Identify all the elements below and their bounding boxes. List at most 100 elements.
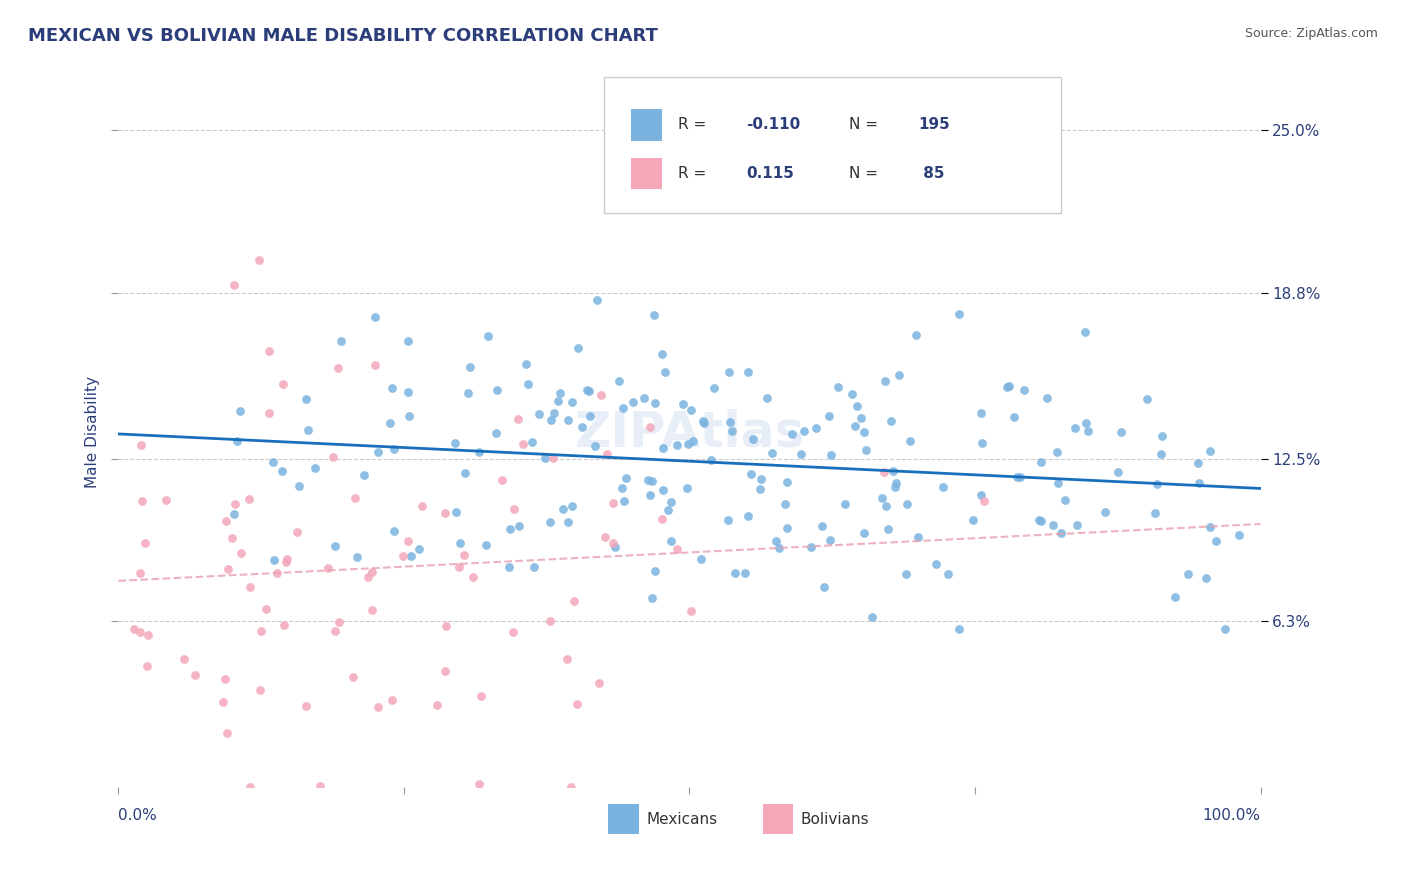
Point bbox=[485, 383, 508, 397]
Point bbox=[818, 533, 841, 547]
Point bbox=[638, 488, 661, 502]
Point bbox=[122, 623, 145, 637]
Point bbox=[1146, 477, 1168, 491]
Point bbox=[221, 531, 243, 545]
Text: Bolivians: Bolivians bbox=[800, 812, 869, 827]
Point bbox=[567, 341, 589, 355]
Point bbox=[367, 700, 389, 714]
Point bbox=[557, 413, 579, 427]
Point bbox=[468, 444, 491, 458]
Point bbox=[499, 522, 522, 536]
Point bbox=[657, 502, 679, 516]
Text: 100.0%: 100.0% bbox=[1202, 808, 1261, 823]
Point bbox=[266, 566, 288, 581]
Point bbox=[841, 386, 863, 401]
Point bbox=[896, 566, 918, 581]
Point bbox=[853, 425, 876, 439]
Point bbox=[776, 475, 799, 489]
Point bbox=[613, 494, 636, 508]
Point bbox=[883, 480, 905, 494]
Point bbox=[229, 546, 252, 560]
Point bbox=[644, 564, 666, 578]
Point bbox=[396, 385, 419, 400]
Point bbox=[562, 594, 585, 608]
Point bbox=[827, 379, 849, 393]
Point bbox=[128, 566, 150, 580]
Point bbox=[381, 381, 404, 395]
Point bbox=[666, 438, 689, 452]
Point bbox=[527, 408, 550, 422]
Point bbox=[249, 682, 271, 697]
Point bbox=[596, 447, 619, 461]
Point bbox=[789, 447, 811, 461]
Point bbox=[1042, 518, 1064, 533]
Point bbox=[382, 524, 405, 538]
Point bbox=[522, 434, 544, 449]
Point bbox=[637, 473, 659, 487]
Point bbox=[591, 388, 613, 402]
Point bbox=[718, 415, 741, 429]
Point bbox=[717, 512, 740, 526]
Point bbox=[1005, 470, 1028, 484]
Point bbox=[538, 614, 561, 628]
FancyBboxPatch shape bbox=[631, 110, 662, 141]
Point bbox=[602, 496, 624, 510]
Point bbox=[659, 495, 682, 509]
Point bbox=[936, 566, 959, 581]
Point bbox=[254, 602, 277, 616]
Point bbox=[454, 467, 477, 481]
Point bbox=[136, 658, 159, 673]
Point bbox=[1077, 424, 1099, 438]
Point bbox=[904, 327, 927, 342]
Point bbox=[692, 416, 714, 430]
Point bbox=[672, 396, 695, 410]
Point bbox=[740, 467, 762, 481]
Point bbox=[678, 437, 700, 451]
Point bbox=[396, 334, 419, 349]
Point bbox=[543, 406, 565, 420]
Y-axis label: Male Disability: Male Disability bbox=[86, 376, 100, 488]
Point bbox=[1028, 513, 1050, 527]
Point bbox=[1074, 416, 1097, 430]
Point bbox=[224, 497, 246, 511]
Point bbox=[1074, 326, 1097, 340]
Point bbox=[652, 442, 675, 456]
Point bbox=[398, 409, 420, 424]
Point bbox=[1029, 455, 1052, 469]
Point bbox=[239, 580, 262, 594]
Point bbox=[239, 780, 262, 794]
Point bbox=[846, 399, 869, 413]
Point bbox=[1002, 409, 1025, 424]
Point bbox=[217, 725, 239, 739]
Point bbox=[884, 475, 907, 490]
Point bbox=[396, 533, 419, 548]
Point bbox=[129, 624, 152, 639]
Point bbox=[330, 334, 353, 349]
Point bbox=[211, 695, 233, 709]
Point bbox=[1046, 445, 1069, 459]
Point bbox=[392, 549, 415, 564]
Point bbox=[408, 541, 430, 556]
Point bbox=[948, 307, 970, 321]
Point bbox=[651, 511, 673, 525]
Point bbox=[217, 561, 239, 575]
Point bbox=[434, 506, 457, 520]
Point bbox=[560, 780, 582, 794]
Point bbox=[382, 442, 405, 456]
Point bbox=[1205, 533, 1227, 548]
Point bbox=[578, 384, 600, 398]
Point bbox=[134, 536, 156, 550]
Point bbox=[644, 395, 666, 409]
Point bbox=[1047, 475, 1070, 490]
Point bbox=[834, 497, 856, 511]
Point bbox=[737, 508, 759, 523]
Point bbox=[271, 377, 294, 392]
Point bbox=[271, 465, 294, 479]
Point bbox=[873, 465, 896, 479]
Point bbox=[560, 499, 582, 513]
Point bbox=[470, 690, 492, 704]
Text: -0.110: -0.110 bbox=[747, 118, 801, 133]
Point bbox=[593, 530, 616, 544]
Point bbox=[614, 471, 637, 485]
Point bbox=[676, 481, 699, 495]
